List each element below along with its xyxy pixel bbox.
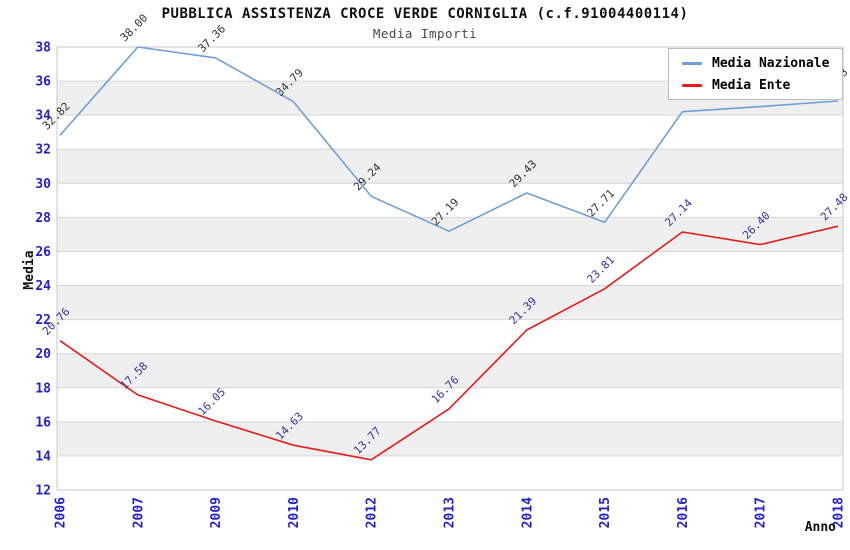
legend-label: Media Ente	[712, 77, 791, 93]
plot-band	[57, 285, 843, 320]
legend-label: Media Nazionale	[712, 55, 830, 71]
plot-band	[57, 421, 843, 456]
data-point-label: 37.36	[196, 22, 229, 55]
plot-band	[57, 217, 843, 252]
series-line-media-ente	[59, 225, 839, 461]
chart-subtitle: Media Importi	[372, 26, 478, 41]
y-tick-label: 20	[35, 347, 51, 362]
y-tick-label: 30	[35, 177, 51, 192]
plot-band	[57, 353, 843, 388]
y-axis-title: Media	[22, 250, 37, 289]
data-point-label: 27.71	[585, 187, 618, 220]
y-tick-label: 26	[35, 245, 51, 260]
x-axis-title: Anno	[805, 520, 836, 535]
y-tick-label: 22	[35, 313, 51, 328]
y-tick-label: 32	[35, 143, 51, 158]
legend-item-media-nazionale: Media Nazionale	[682, 56, 842, 71]
media-nazionale-line-marker-icon	[682, 61, 702, 65]
x-tick-label: 2013	[443, 497, 458, 528]
data-point-label: 23.81	[585, 253, 618, 286]
y-tick-label: 36	[35, 75, 51, 90]
y-tick-label: 16	[35, 415, 51, 430]
plot-band	[57, 149, 843, 184]
y-tick-label: 12	[35, 484, 51, 499]
y-tick-label: 14	[35, 449, 51, 464]
y-tick-label: 34	[35, 109, 51, 124]
plot-border	[56, 46, 844, 491]
series-line-media-nazionale	[59, 46, 839, 232]
y-tick-label: 28	[35, 211, 51, 226]
legend-item-media-ente: Media Ente	[682, 78, 842, 93]
x-tick-label: 2009	[209, 497, 224, 528]
chart-title: PUBBLICA ASSISTENZA CROCE VERDE CORNIGLI…	[161, 6, 689, 22]
x-tick-label: 2018	[832, 497, 847, 528]
y-tick-label: 38	[35, 41, 51, 56]
x-tick-label: 2015	[598, 497, 613, 528]
x-tick-label: 2012	[365, 497, 380, 528]
x-tick-label: 2010	[287, 497, 302, 528]
x-tick-label: 2006	[54, 497, 69, 528]
x-tick-label: 2007	[131, 497, 146, 528]
data-point-label: 38.00	[118, 12, 151, 45]
chart-legend: Media Nazionale Media Ente	[668, 48, 843, 100]
y-tick-label: 18	[35, 381, 51, 396]
media-ente-line-marker-icon	[682, 83, 702, 87]
x-tick-label: 2016	[676, 497, 691, 528]
data-point-label: 16.05	[196, 386, 229, 419]
x-tick-label: 2014	[520, 497, 535, 528]
y-tick-label: 24	[35, 279, 51, 294]
x-tick-label: 2017	[754, 497, 769, 528]
